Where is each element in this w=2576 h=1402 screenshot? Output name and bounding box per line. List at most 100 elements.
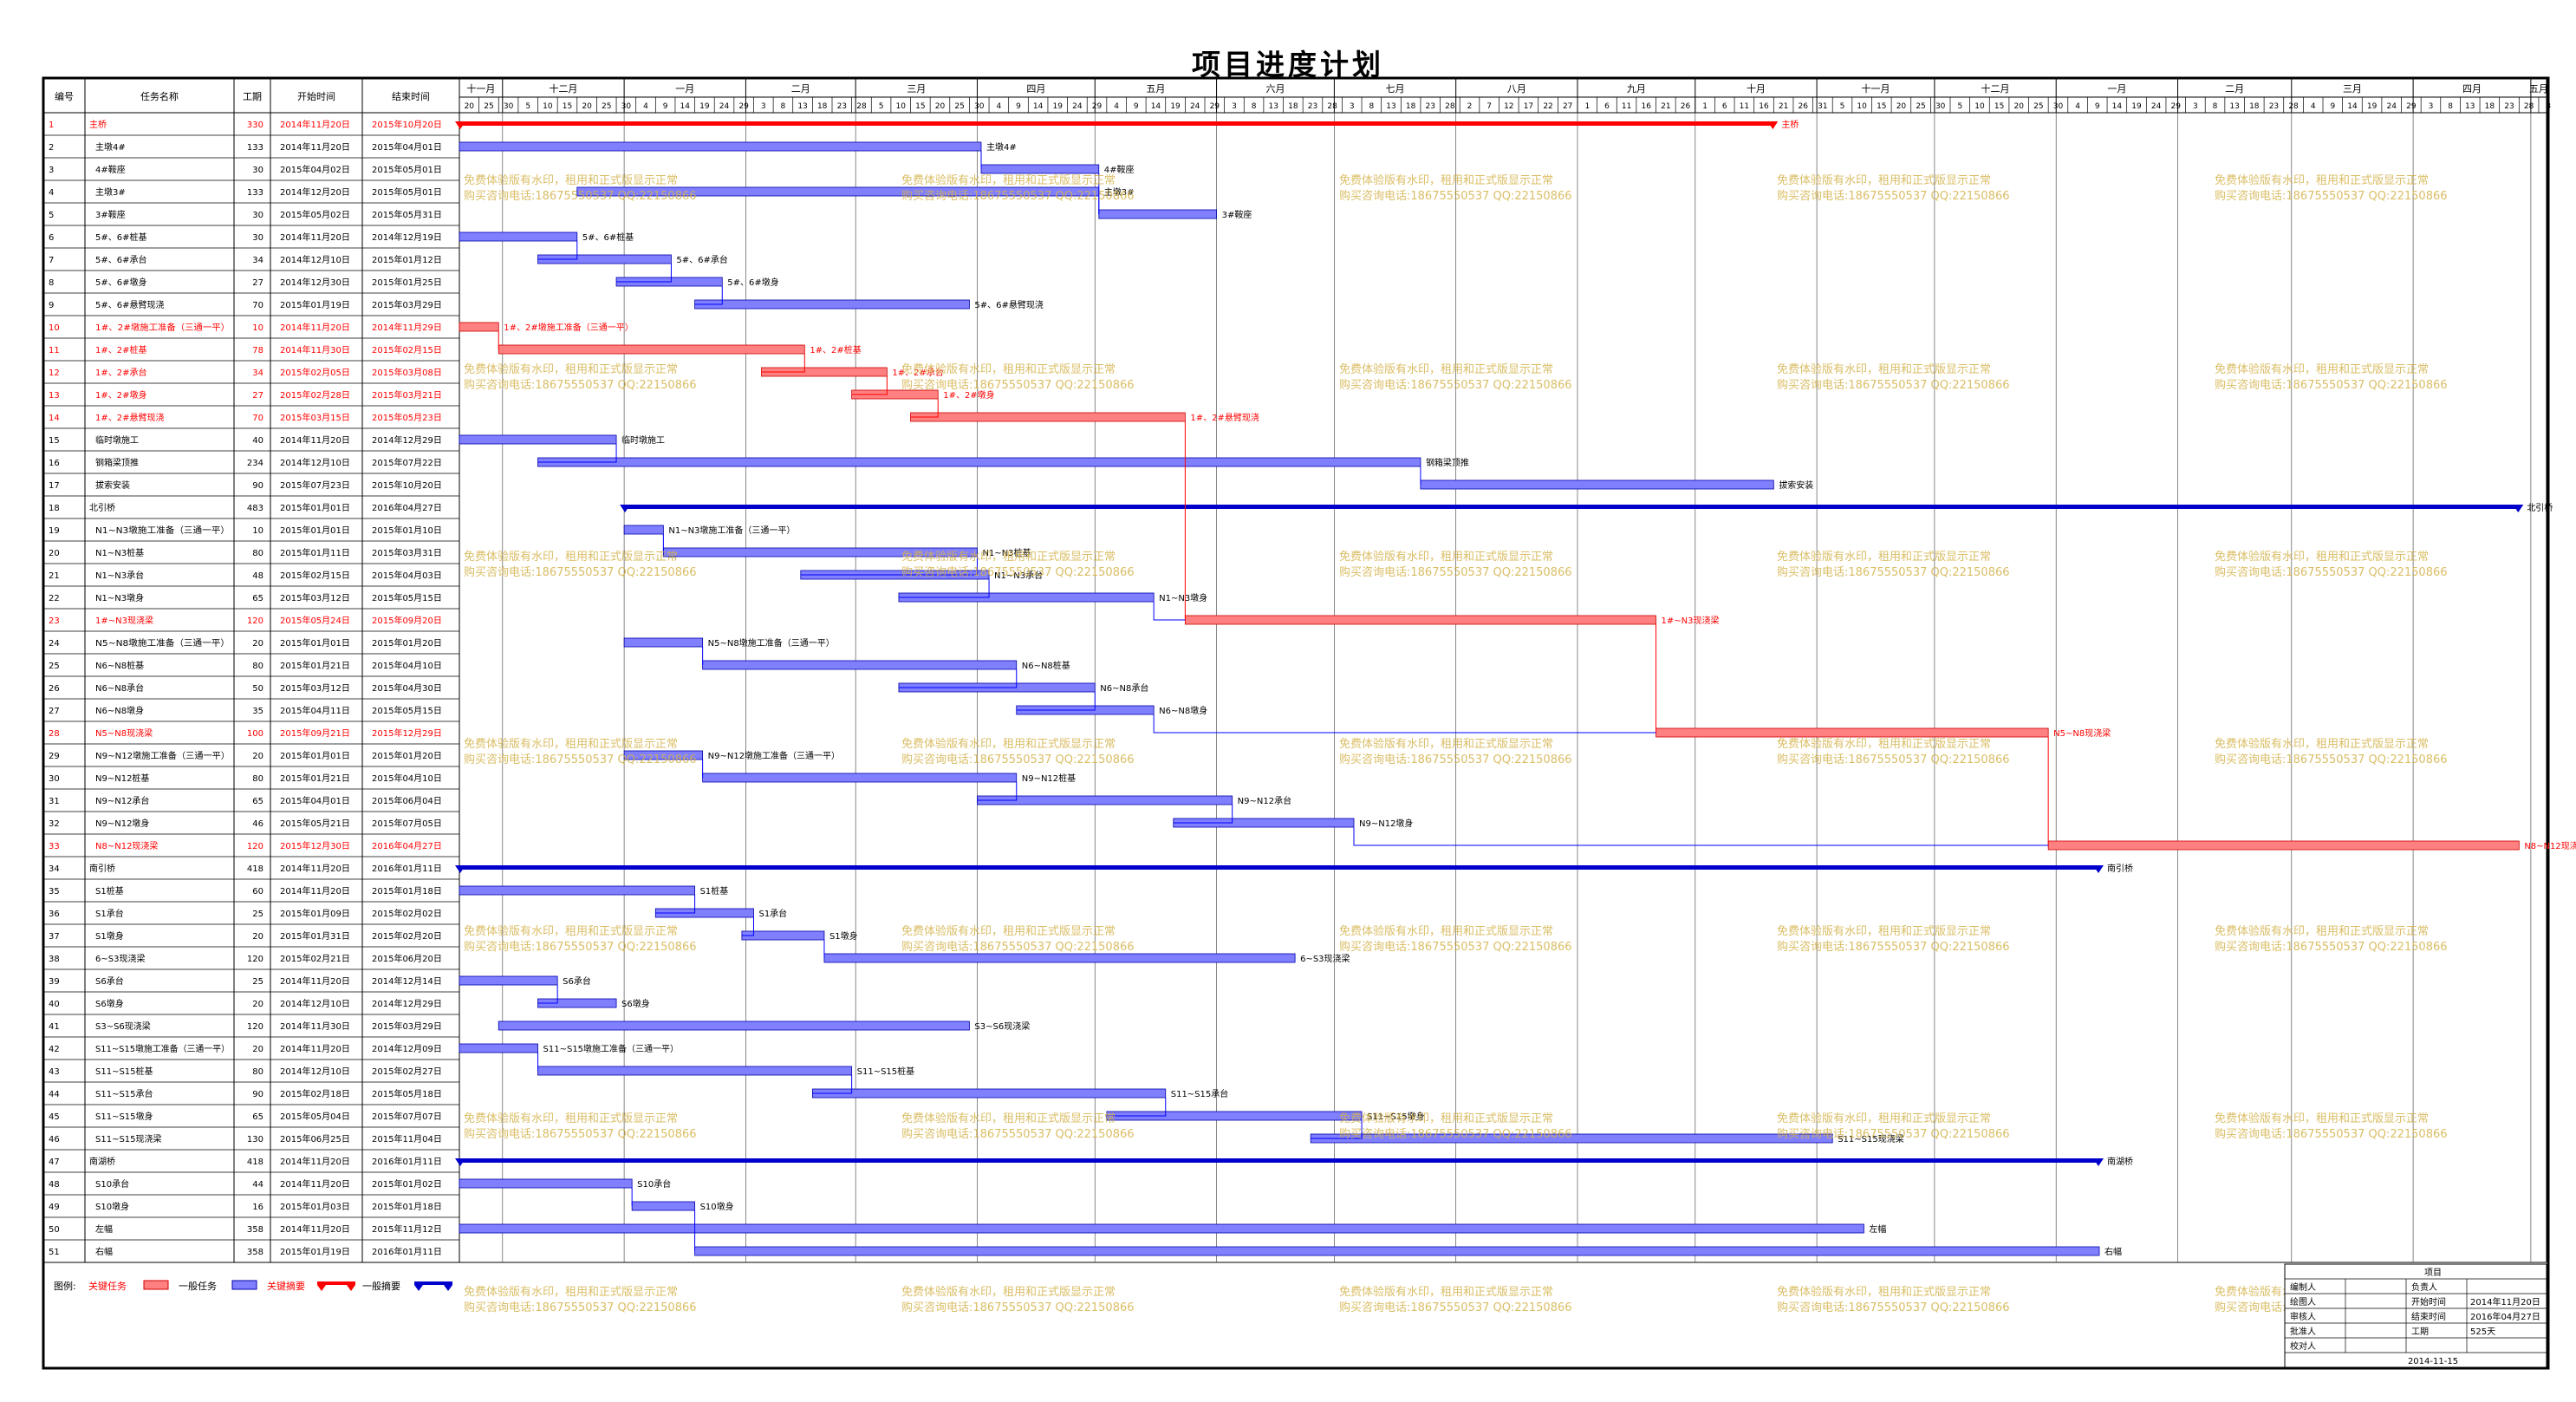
day-tick-label: 23 <box>1426 102 1435 111</box>
page-title: 项目进度计划 <box>1192 48 1384 82</box>
month-label: 一月 <box>2107 83 2126 95</box>
task-duration: 120 <box>247 842 263 851</box>
day-tick-label: 13 <box>1386 102 1395 111</box>
summary-bar <box>459 865 2099 870</box>
day-tick-label: 29 <box>2171 102 2182 111</box>
task-end: 2015年02月27日 <box>372 1066 442 1077</box>
task-duration: 65 <box>252 594 263 603</box>
task-duration: 80 <box>252 662 263 671</box>
month-label: 三月 <box>907 83 926 95</box>
outer-frame <box>42 76 2550 1370</box>
legend-critical-task-label: 关键任务 <box>88 1280 127 1292</box>
watermark-text: 免费体验版有水印，租用和正式版显示正常 <box>2215 1112 2429 1125</box>
task-id: 11 <box>49 346 60 355</box>
task-duration: 65 <box>252 1112 263 1122</box>
task-name: N6~N8桩基 <box>95 660 144 671</box>
day-tick-label: 4 <box>2075 102 2080 111</box>
watermark-text: 免费体验版有水印，租用和正式版显示正常 <box>1339 924 1553 938</box>
bar-label: S11~S15墩身 <box>1367 1111 1425 1122</box>
task-name: 3#鞍座 <box>95 209 126 220</box>
task-name: S6墩身 <box>95 998 124 1009</box>
day-tick-label: 15 <box>1877 102 1886 111</box>
watermark-text: 购买咨询电话:18675550537 QQ:22150866 <box>1339 565 1572 579</box>
task-end: 2015年05月01日 <box>372 186 442 198</box>
task-name: N9~N12承台 <box>95 795 149 806</box>
task-end: 2015年11月04日 <box>372 1133 442 1144</box>
day-tick-label: 10 <box>1974 102 1985 111</box>
dependency-link <box>1311 1120 1363 1139</box>
watermark-text: 免费体验版有水印，租用和正式版显示正常 <box>1339 173 1553 187</box>
task-end: 2015年01月10日 <box>372 525 442 536</box>
task-duration: 48 <box>252 571 263 581</box>
task-bar <box>459 141 982 152</box>
legend-critical-summary-label: 关键摘要 <box>267 1280 305 1292</box>
task-start: 2015年03月12日 <box>280 682 350 694</box>
task-id: 17 <box>49 481 60 491</box>
day-tick-label: 28 <box>2288 102 2299 111</box>
watermark-text: 免费体验版有水印，租用和正式版显示正常 <box>464 173 678 187</box>
task-start: 2015年04月01日 <box>280 795 350 806</box>
task-duration: 27 <box>252 278 263 288</box>
task-bar <box>980 164 1100 174</box>
task-id: 31 <box>49 797 60 806</box>
bar-label: S11~S15桩基 <box>857 1066 915 1077</box>
watermark-text: 免费体验版有水印，租用和正式版显示正常 <box>901 924 1116 938</box>
day-tick-label: 28 <box>1445 102 1455 111</box>
watermark-text: 购买咨询电话:18675550537 QQ:22150866 <box>464 753 697 766</box>
task-duration: 483 <box>247 504 263 513</box>
legend-normal-summary-label: 一般摘要 <box>362 1280 400 1292</box>
day-tick-label: 14 <box>680 102 691 111</box>
watermark-text: 免费体验版有水印，租用和正式版显示正常 <box>1777 1112 1991 1125</box>
watermark-text: 购买咨询电话:18675550537 QQ:22150866 <box>901 378 1135 392</box>
task-id: 38 <box>49 955 60 964</box>
task-id: 18 <box>49 504 60 513</box>
summary-bar <box>459 1158 2099 1163</box>
task-start: 2015年09月21日 <box>280 727 350 739</box>
dependency-link <box>1106 1098 1167 1117</box>
task-end: 2015年07月22日 <box>372 457 442 468</box>
day-tick-label: 27 <box>1563 102 1572 111</box>
task-bar <box>2047 840 2520 851</box>
task-name: N5~N8墩施工准备（三通一平） <box>95 637 230 649</box>
watermark-text: 免费体验版有水印，租用和正式版显示正常 <box>2215 362 2429 376</box>
task-end: 2015年07月05日 <box>372 818 442 829</box>
task-start: 2014年11月20日 <box>280 1043 350 1054</box>
bar-label: S10墩身 <box>700 1201 734 1212</box>
watermark-text: 购买咨询电话:18675550537 QQ:22150866 <box>1777 565 2010 579</box>
bar-label: N8~N12现浇梁 <box>2524 840 2576 851</box>
task-duration: 100 <box>247 729 263 739</box>
task-start: 2015年01月01日 <box>280 637 350 649</box>
summary-bar <box>624 505 2520 509</box>
info-key: 工期 <box>2411 1327 2429 1337</box>
task-start: 2015年02月18日 <box>280 1088 350 1099</box>
dependency-link <box>1353 827 2049 846</box>
task-name: N1~N3桩基 <box>95 547 144 558</box>
task-start: 2014年11月30日 <box>280 1021 350 1032</box>
task-name: 5#、6#墩身 <box>95 277 146 288</box>
month-label: 四月 <box>1026 83 1045 95</box>
day-tick-label: 3 <box>2546 102 2551 111</box>
day-tick-label: 4 <box>2311 102 2316 111</box>
task-name: N8~N12现浇梁 <box>95 840 158 851</box>
task-duration: 60 <box>252 887 263 897</box>
task-name: 主墩4# <box>95 141 126 153</box>
task-bar <box>694 1246 2100 1256</box>
legend-critical-summary-swatch <box>317 1281 355 1291</box>
task-start: 2014年12月10日 <box>280 998 350 1009</box>
task-name: 右幅 <box>95 1246 113 1257</box>
task-name: 临时墩施工 <box>95 434 139 446</box>
task-end: 2015年04月10日 <box>372 773 442 784</box>
task-duration: 20 <box>252 932 263 942</box>
bar-label: S10承台 <box>637 1178 671 1190</box>
day-tick-label: 29 <box>2406 102 2417 111</box>
info-key: 校对人 <box>2290 1340 2316 1352</box>
watermark-text: 购买咨询电话:18675550537 QQ:22150866 <box>1339 378 1572 392</box>
day-tick-label: 24 <box>2151 102 2162 111</box>
task-start: 2015年02月21日 <box>280 953 350 964</box>
task-bar <box>1184 615 1656 625</box>
watermark-text: 购买咨询电话:18675550537 QQ:22150866 <box>1777 753 2010 766</box>
task-start: 2014年12月10日 <box>280 254 350 265</box>
watermark-text: 免费体验版有水印，租用和正式版显示正常 <box>901 1112 1116 1125</box>
watermark-text: 免费体验版有水印，租用和正式版显示正常 <box>464 550 678 564</box>
task-name: N1~N3墩身 <box>95 592 144 603</box>
